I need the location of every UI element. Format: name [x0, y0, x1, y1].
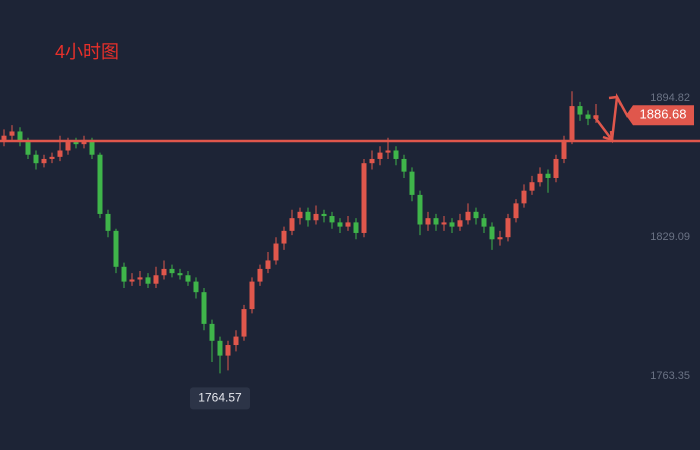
candle-body [193, 281, 199, 293]
candle-body [513, 203, 519, 219]
candle-body [385, 150, 391, 153]
candle-body [129, 279, 135, 282]
arrow-head [608, 95, 623, 106]
candle-body [465, 211, 471, 221]
candle-body [89, 139, 95, 155]
candle-body [313, 213, 319, 221]
candle-body [145, 277, 151, 284]
candle-body [481, 218, 487, 227]
candle-body [425, 218, 431, 225]
candle-body [57, 150, 63, 157]
candle-body [241, 309, 247, 337]
candle-body [505, 218, 511, 238]
candle-body [441, 222, 447, 225]
candle-body [201, 292, 207, 324]
candle-body [297, 211, 303, 219]
candle-body [41, 158, 47, 164]
y-tick-label: 1763.35 [650, 370, 690, 382]
candle-body [257, 268, 263, 282]
candle-body [353, 222, 359, 233]
arrow-drawing [593, 92, 630, 144]
candle-body [217, 340, 223, 356]
low-label: 1764.57 [198, 391, 242, 405]
candle-body [105, 213, 111, 231]
candle-body [1, 135, 7, 140]
candle-body [337, 222, 343, 227]
candle-body [553, 158, 559, 178]
candle-body [577, 106, 583, 115]
candle-body [177, 273, 183, 276]
candle-body [273, 243, 279, 261]
candle-body [345, 222, 351, 227]
candle-body [65, 142, 71, 151]
candle-body [545, 173, 551, 178]
candle-body [17, 131, 23, 143]
candle-body [49, 156, 55, 159]
candle-body [409, 171, 415, 195]
candle-body [121, 266, 127, 282]
candle-body [169, 268, 175, 274]
candle-body [433, 218, 439, 225]
candle-body [537, 173, 543, 183]
candle-body [249, 281, 255, 310]
candle-body [185, 275, 191, 282]
candle-body [305, 211, 311, 221]
candle-body [361, 163, 367, 233]
candle-body [209, 323, 215, 341]
candle-body [401, 158, 407, 172]
candle-body [521, 190, 527, 204]
candle-body [377, 152, 383, 159]
candle-body [113, 230, 119, 267]
candle-body [153, 275, 159, 284]
candle-body [497, 237, 503, 240]
candle-body [321, 213, 327, 217]
candle-body [33, 154, 39, 164]
candle-body [561, 139, 567, 159]
price-tag [626, 105, 694, 126]
candle-body [593, 115, 599, 119]
candle-body [225, 345, 231, 356]
candle-body [569, 106, 575, 140]
candle-body [161, 268, 167, 276]
candle-body [329, 216, 335, 223]
low-label-box [190, 387, 250, 410]
candle-body [489, 226, 495, 240]
price-tag-label: 1886.68 [640, 107, 687, 122]
candle-body [369, 158, 375, 164]
candle-body [265, 260, 271, 269]
candle-body [529, 182, 535, 191]
candle-body [393, 150, 399, 159]
y-tick-label: 1829.09 [650, 231, 690, 243]
chart-title: 4小时图 [55, 42, 119, 62]
candle-body [281, 230, 287, 244]
candle-body [137, 277, 143, 280]
y-tick-label: 1894.82 [650, 92, 690, 104]
zigzag-arrow [593, 92, 630, 144]
candle-body [449, 222, 455, 227]
candle-body [473, 211, 479, 219]
candle-body [73, 142, 79, 145]
candle-body [457, 220, 463, 227]
candle-body [25, 142, 31, 155]
candle-body [97, 154, 103, 214]
candle-body [233, 336, 239, 346]
candle-body [289, 218, 295, 231]
candle-body [585, 114, 591, 119]
candle-body [9, 131, 15, 136]
candle-body [417, 194, 423, 225]
